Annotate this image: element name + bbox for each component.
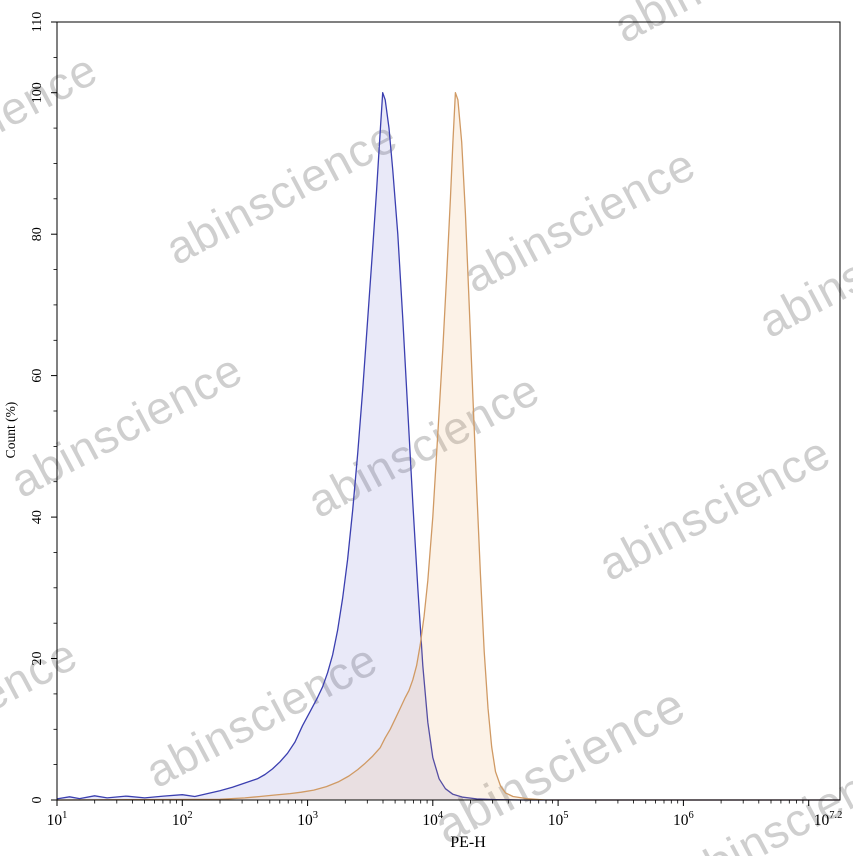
- svg-text:110: 110: [30, 12, 45, 32]
- svg-text:100: 100: [30, 82, 45, 103]
- svg-text:20: 20: [30, 652, 45, 666]
- axis-ticks: [51, 21, 810, 806]
- y-axis-title: Count (%): [3, 402, 18, 459]
- series-layer: [56, 92, 840, 801]
- x-axis-title: PE-H: [450, 834, 486, 851]
- svg-text:80: 80: [30, 227, 45, 241]
- series-orange-line: [56, 92, 840, 801]
- series-blue-line: [56, 92, 840, 801]
- svg-text:60: 60: [30, 369, 45, 383]
- svg-text:101: 101: [47, 810, 68, 829]
- svg-text:102: 102: [172, 810, 193, 829]
- plot-border: [56, 21, 841, 801]
- x-axis-tick-labels: 101 102 103 104 105 106 107.2: [47, 810, 843, 829]
- svg-text:107.2: 107.2: [814, 810, 843, 829]
- svg-text:105: 105: [548, 810, 569, 829]
- svg-text:106: 106: [673, 810, 694, 829]
- svg-text:40: 40: [30, 510, 45, 524]
- svg-text:0: 0: [30, 797, 45, 804]
- y-axis-tick-labels: 0 20 40 60 80 100 110: [30, 12, 45, 804]
- series-orange-area: [57, 92, 840, 800]
- svg-text:103: 103: [297, 810, 318, 829]
- svg-text:104: 104: [422, 810, 444, 829]
